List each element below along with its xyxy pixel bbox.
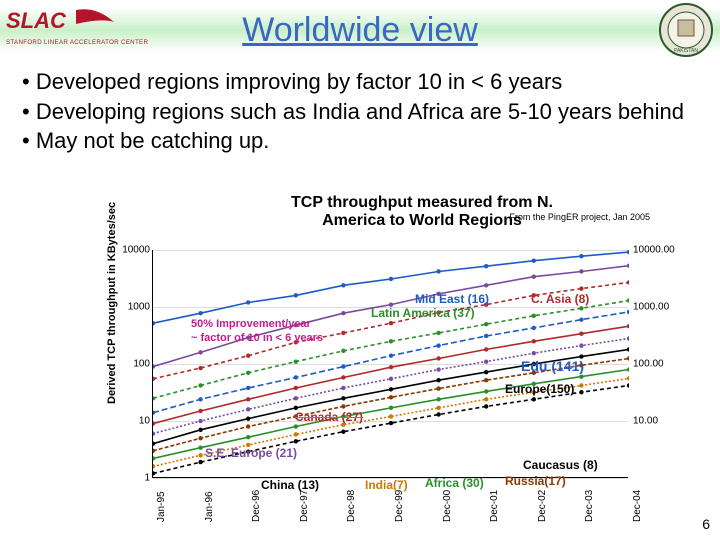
chart-annotation: ~ factor of 10 in < 6 years	[191, 332, 323, 344]
x-tick: Dec-04	[632, 490, 643, 522]
x-tick: Dec-02	[537, 490, 548, 522]
chart-annotation: Canada (27)	[295, 410, 363, 424]
bullet-list: • Developed regions improving by factor …	[0, 60, 720, 161]
chart-annotation: Europe(150)	[505, 382, 574, 396]
x-tick: Dec-00	[442, 490, 453, 522]
svg-text:SLAC: SLAC	[6, 8, 67, 33]
chart-annotation: China (13)	[261, 478, 319, 492]
bullet-item: • Developing regions such as India and A…	[22, 98, 700, 126]
x-tick: Dec-03	[584, 490, 595, 522]
x-tick: Dec-01	[489, 490, 500, 522]
y-tick-right: 100.00	[633, 359, 693, 370]
pakistan-seal-icon: PAKISTAN	[658, 2, 714, 58]
x-tick: Jan-95	[156, 491, 167, 522]
svg-text:PAKISTAN: PAKISTAN	[674, 48, 698, 54]
chart-annotation: Edu (141)	[521, 358, 584, 374]
chart-annotation: C. Asia (8)	[531, 292, 589, 306]
y-tick-left: 100	[110, 359, 150, 370]
y-tick-left: 10	[110, 416, 150, 427]
chart-annotation: Russia(17)	[505, 474, 566, 488]
x-tick: Dec-96	[251, 490, 262, 522]
svg-text:STANFORD LINEAR ACCELERATOR CE: STANFORD LINEAR ACCELERATOR CENTER	[6, 39, 148, 46]
chart-annotation: S.E. Europe (21)	[205, 446, 297, 460]
chart-annotation: India(7)	[365, 478, 408, 492]
y-tick-right: 1000.00	[633, 302, 693, 313]
bullet-item: • Developed regions improving by factor …	[22, 68, 700, 96]
chart-annotation: Mid East (16)	[415, 292, 489, 306]
chart-annotation: Africa (30)	[425, 476, 484, 490]
y-tick-right: 10000.00	[633, 245, 693, 256]
y-tick-left: 1	[110, 473, 150, 484]
y-tick-left: 10000	[110, 245, 150, 256]
chart-title-line1: TCP throughput measured from N.	[128, 194, 716, 212]
x-tick: Dec-98	[346, 490, 357, 522]
y-tick-left: 1000	[110, 302, 150, 313]
chart-annotation: Caucasus (8)	[523, 458, 598, 472]
chart-annotation: Latin America (37)	[371, 306, 475, 320]
slac-logo: SLAC STANFORD LINEAR ACCELERATOR CENTER	[6, 4, 166, 52]
chart-source-note: From the PingER project, Jan 2005	[509, 212, 650, 222]
throughput-chart: TCP throughput measured from N. America …	[128, 194, 716, 538]
page-number: 6	[702, 516, 710, 532]
y-tick-right: 10.00	[633, 416, 693, 427]
x-tick: Dec-99	[394, 490, 405, 522]
bullet-item: • May not be catching up.	[22, 127, 700, 155]
chart-annotation: 50% Improvement/year	[191, 318, 311, 330]
x-tick: Dec-97	[299, 490, 310, 522]
page-title: Worldwide view	[242, 11, 478, 49]
x-tick: Jan-96	[204, 491, 215, 522]
